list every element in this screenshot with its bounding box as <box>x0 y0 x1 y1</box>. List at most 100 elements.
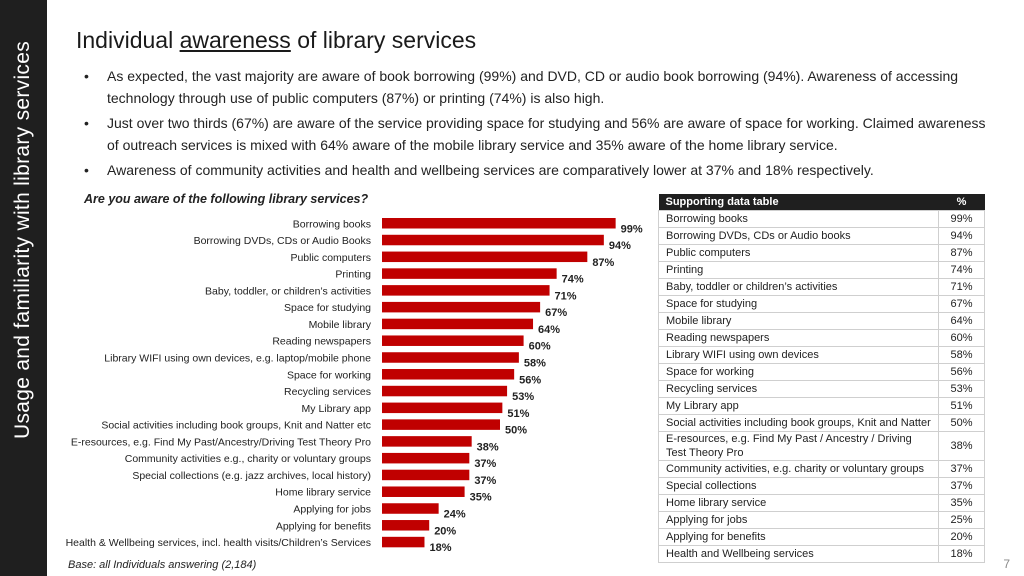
data-label: 37% <box>474 458 496 470</box>
bar <box>382 268 557 279</box>
table-row: Applying for jobs 25% <box>658 511 985 529</box>
bar <box>382 318 534 330</box>
data-label: 35% <box>470 492 492 504</box>
table-row: Social activities including book groups,… <box>658 414 985 432</box>
bar <box>382 335 524 346</box>
table-cell-percent: 51% <box>938 397 985 415</box>
table-cell-percent: 53% <box>938 380 985 398</box>
table-cell-service: Public computers <box>658 244 939 262</box>
data-label: 74% <box>562 274 584 286</box>
table-cell-percent: 71% <box>938 278 985 296</box>
category-label: Recycling services <box>284 386 371 398</box>
table-cell-percent: 56% <box>938 363 985 381</box>
table-row: Health and Wellbeing services 18% <box>658 545 985 563</box>
table-cell-service: Social activities including book groups,… <box>658 414 939 432</box>
bar <box>382 218 616 229</box>
table-cell-service: Printing <box>658 261 939 279</box>
category-label: Space for studying <box>284 302 371 314</box>
table-cell-percent: 37% <box>938 460 985 478</box>
table-cell-service: My Library app <box>658 397 939 415</box>
bar <box>382 385 508 397</box>
data-label: 20% <box>434 525 456 537</box>
category-label: Space for working <box>287 369 371 381</box>
table-cell-service: Recycling services <box>658 380 939 398</box>
page-title: Individual awareness of library services <box>76 27 476 54</box>
table-cell-service: Home library service <box>658 494 939 512</box>
table-cell-percent: 87% <box>938 244 985 262</box>
table-row: My Library app 51% <box>658 397 985 415</box>
table-cell-service: Borrowing DVDs, CDs or Audio books <box>658 227 939 245</box>
bar <box>382 452 470 464</box>
table-cell-percent: 18% <box>938 545 985 563</box>
category-label: Public computers <box>290 252 371 264</box>
bar <box>382 251 588 263</box>
page-title-underlined: awareness <box>179 27 291 53</box>
table-cell-service: Reading newspapers <box>658 329 939 347</box>
bar <box>382 503 439 514</box>
table-cell-percent: 25% <box>938 511 985 529</box>
table-cell-percent: 35% <box>938 494 985 512</box>
table-cell-percent: 67% <box>938 295 985 313</box>
table-cell-service: E-resources, e.g. Find My Past / Ancestr… <box>658 431 939 461</box>
table-cell-service: Health and Wellbeing services <box>658 545 939 563</box>
table-cell-percent: 74% <box>938 261 985 279</box>
category-label: Mobile library <box>309 319 372 331</box>
table-cell-service: Baby, toddler or children’s activities <box>658 278 939 296</box>
table-cell-percent: 37% <box>938 477 985 495</box>
bar <box>382 486 465 497</box>
page-title-suffix: of library services <box>290 27 477 53</box>
bar <box>382 536 425 548</box>
category-label: Borrowing DVDs, CDs or Audio Books <box>194 235 371 247</box>
page-title-prefix: Individual <box>76 27 180 53</box>
table-cell-service: Applying for benefits <box>658 528 939 546</box>
table-row: Applying for benefits 20% <box>658 528 985 546</box>
table-cell-percent: 58% <box>938 346 985 364</box>
table-cell-service: Space for studying <box>658 295 939 313</box>
bar <box>382 419 500 430</box>
supporting-data-table: Supporting data table % Borrowing books 9… <box>658 194 985 563</box>
table-row: Space for studying 67% <box>658 295 985 313</box>
table-cell-percent: 60% <box>938 329 985 347</box>
data-label: 37% <box>474 475 496 487</box>
table-row: Reading newspapers 60% <box>658 329 985 347</box>
table-row: Borrowing books 99% <box>658 210 985 228</box>
data-label: 58% <box>524 357 546 369</box>
awareness-bar-chart: Borrowing books 99% Borrowing DVDs, CDs or… <box>66 218 643 554</box>
table-row: Space for working 56% <box>658 363 985 381</box>
table-row: E-resources, e.g. Find My Past / Ancestr… <box>658 431 985 461</box>
data-label: 18% <box>429 542 451 554</box>
category-label: Applying for jobs <box>293 504 371 516</box>
data-label: 99% <box>621 223 643 235</box>
bar <box>382 402 503 414</box>
table-row: Public computers 87% <box>658 244 985 262</box>
table-cell-service: Space for working <box>658 363 939 381</box>
category-label: Applying for benefits <box>276 520 371 532</box>
data-label: 38% <box>477 441 499 453</box>
table-cell-percent: 64% <box>938 312 985 330</box>
table-cell-percent: 50% <box>938 414 985 432</box>
base-note: Base: all Individuals answering (2,184) <box>68 559 257 571</box>
bullet-item: As expected, the vast majority are aware… <box>82 66 997 109</box>
data-label: 87% <box>592 257 614 269</box>
summary-bullets: As expected, the vast majority are aware… <box>82 66 997 186</box>
table-cell-service: Applying for jobs <box>658 511 939 529</box>
data-label: 94% <box>609 240 631 252</box>
table-cell-service: Community activities, e.g. charity or vo… <box>658 460 939 478</box>
category-label: Special collections (e.g. jazz archives,… <box>132 470 371 482</box>
table-row: Borrowing DVDs, CDs or Audio books 94% <box>658 227 985 245</box>
bar <box>382 234 604 246</box>
table-row: Baby, toddler or children’s activities 71… <box>658 278 985 296</box>
table-row: Special collections 37% <box>658 477 985 495</box>
category-label: Printing <box>335 269 371 281</box>
category-label: Health & Wellbeing services, incl. healt… <box>66 537 371 549</box>
bar <box>382 352 519 363</box>
chart-question: Are you aware of the following library s… <box>84 192 369 206</box>
category-label: My Library app <box>302 403 372 415</box>
bar <box>382 369 515 380</box>
table-cell-service: Borrowing books <box>658 210 939 228</box>
data-label: 67% <box>545 307 567 319</box>
bar <box>382 285 550 296</box>
table-row: Mobile library 64% <box>658 312 985 330</box>
data-label: 24% <box>444 509 466 521</box>
category-label: Home library service <box>275 487 371 499</box>
